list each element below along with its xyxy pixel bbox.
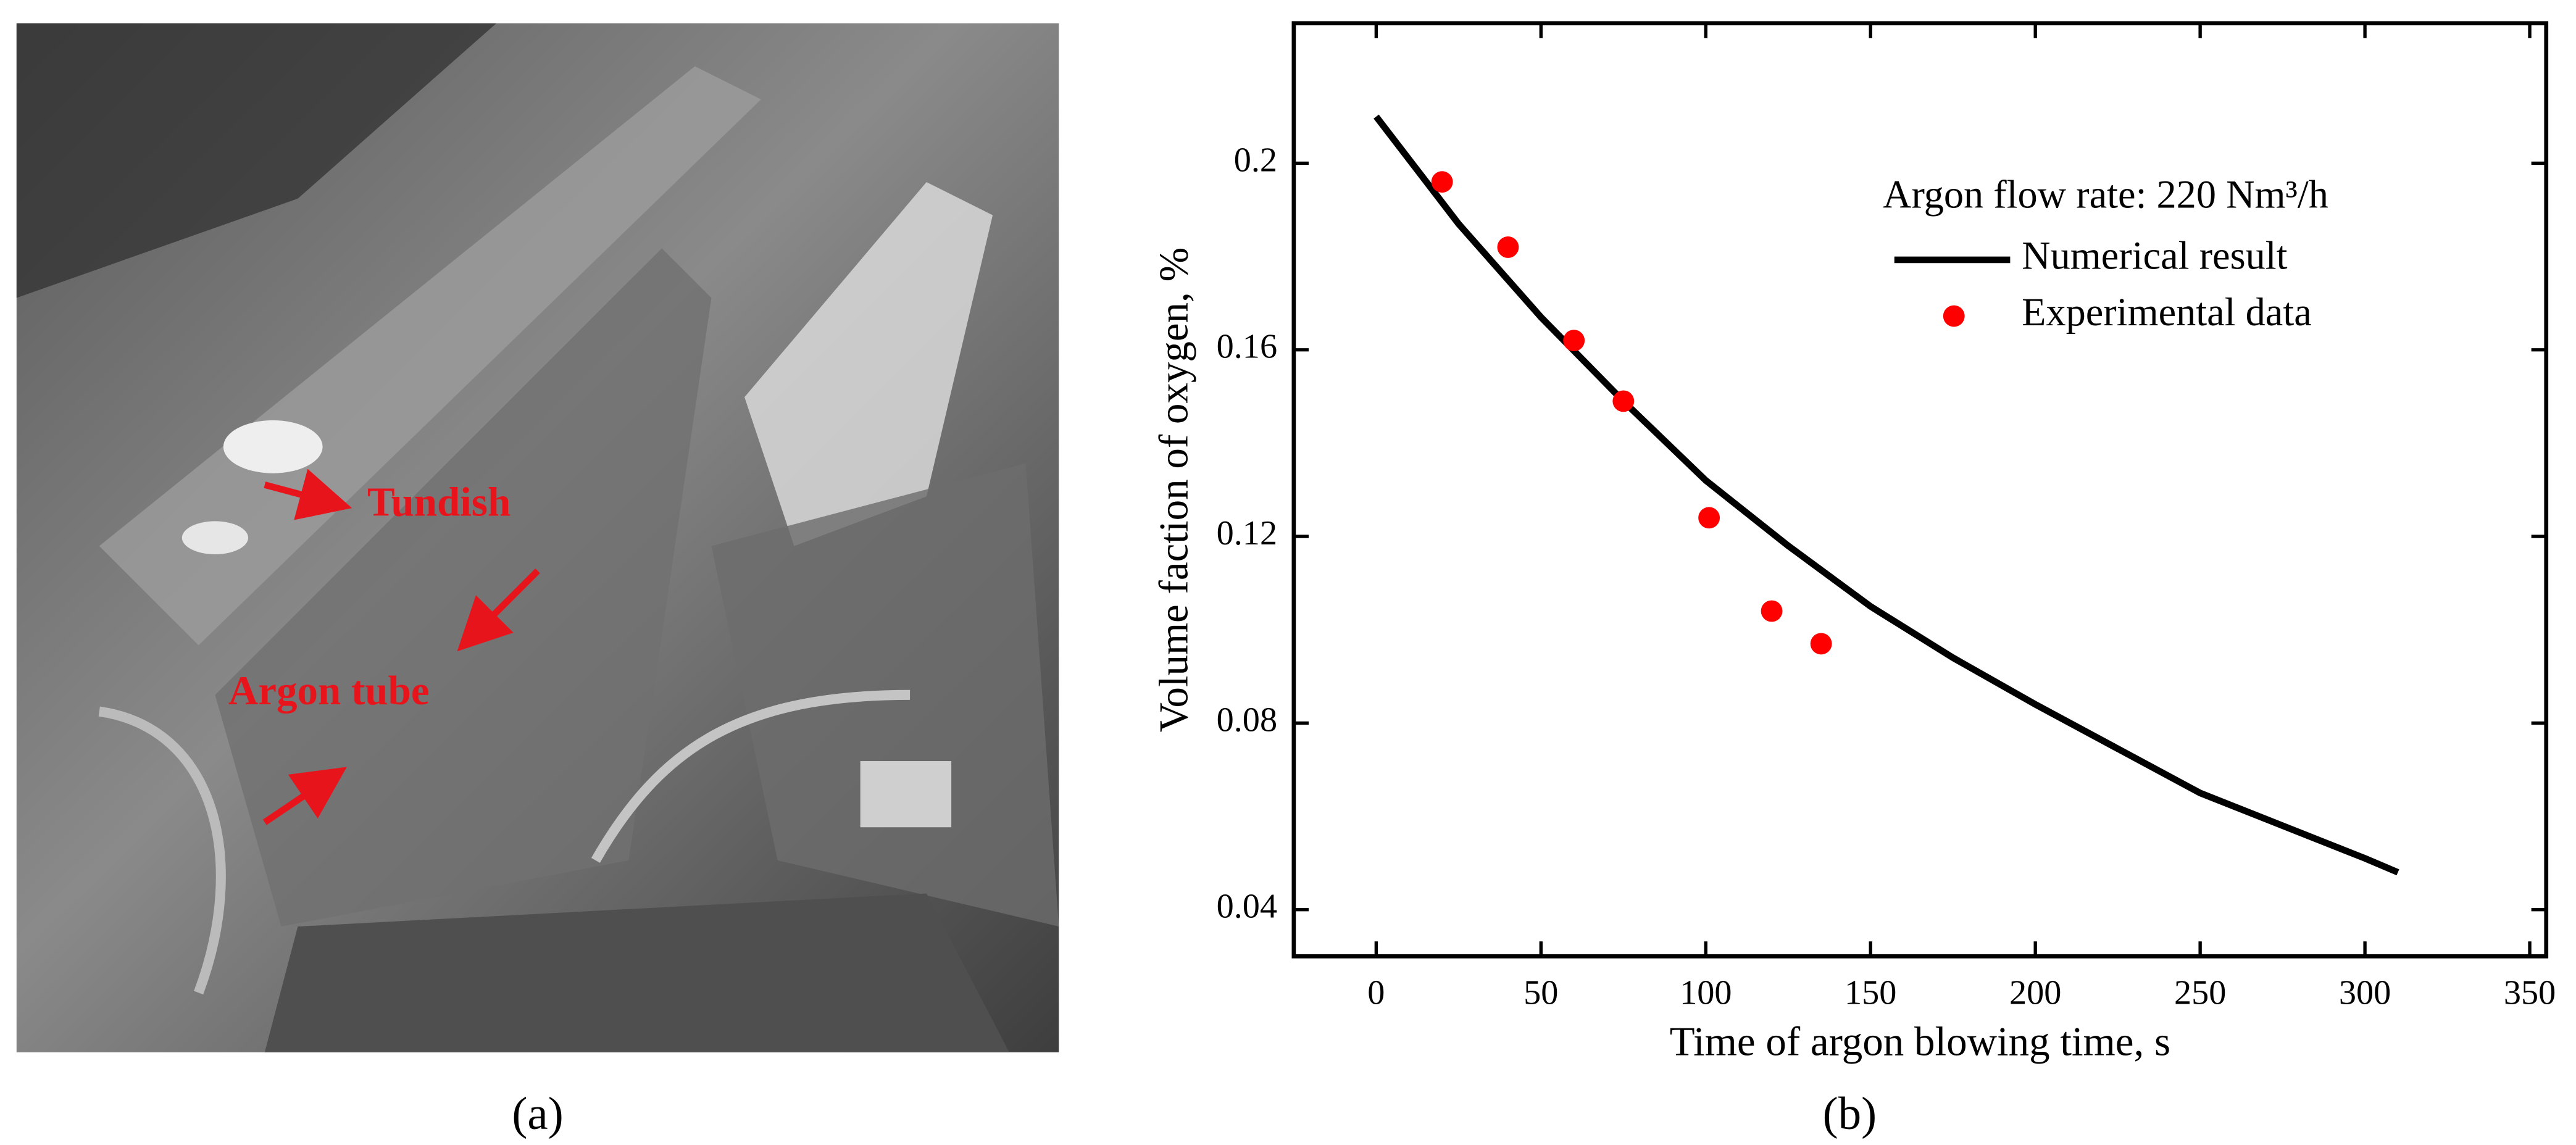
point — [1431, 171, 1453, 193]
y-tick-label: 0.16 — [1217, 328, 1277, 366]
line — [1373, 114, 2399, 876]
chart: 0 50 100 150 200 250 300 350 0.04 0.08 0.12 0.16 0.2… — [1151, 21, 2556, 1064]
x-tick-label: 200 — [2009, 974, 2061, 1012]
plot-frame — [1291, 21, 2549, 959]
y-tick-label: 0.04 — [1217, 888, 1277, 926]
x-tick-label: 0 — [1367, 974, 1385, 1012]
x-axis-title: Time of argon blowing time, s — [1670, 1018, 2170, 1064]
x-tick-label: 250 — [2174, 974, 2226, 1012]
legend-label: Experimental data — [2022, 290, 2312, 334]
legend-label: Numerical result — [2022, 234, 2288, 278]
photo-label: Tundish — [367, 480, 511, 525]
point — [1563, 330, 1585, 352]
x-tick-label: 150 — [1844, 974, 1896, 1012]
y-axis-title: Volume faction of oxygen, % — [1151, 248, 1197, 733]
y-tick-label: 0.08 — [1217, 701, 1277, 739]
legend-title: Argon flow rate: 220 Nm³/h — [1883, 173, 2328, 217]
point — [1497, 236, 1519, 258]
point — [1698, 507, 1720, 529]
x-tick-label: 350 — [2504, 974, 2556, 1012]
photo-label: Argon tube — [228, 668, 430, 714]
legend-swatch — [1943, 305, 1965, 327]
photo: Tundish Argon tube — [16, 23, 1059, 1052]
point — [1761, 600, 1783, 622]
x-tick-label: 100 — [1680, 974, 1732, 1012]
y-tick-label: 0.12 — [1217, 514, 1277, 552]
x-tick-label: 300 — [2339, 974, 2391, 1012]
point — [1810, 633, 1832, 655]
x-tick-label: 50 — [1524, 974, 1558, 1012]
caption: (b) — [1823, 1088, 1877, 1139]
caption: (a) — [512, 1088, 563, 1139]
y-tick-label: 0.2 — [1234, 141, 1277, 179]
point — [1612, 390, 1635, 412]
